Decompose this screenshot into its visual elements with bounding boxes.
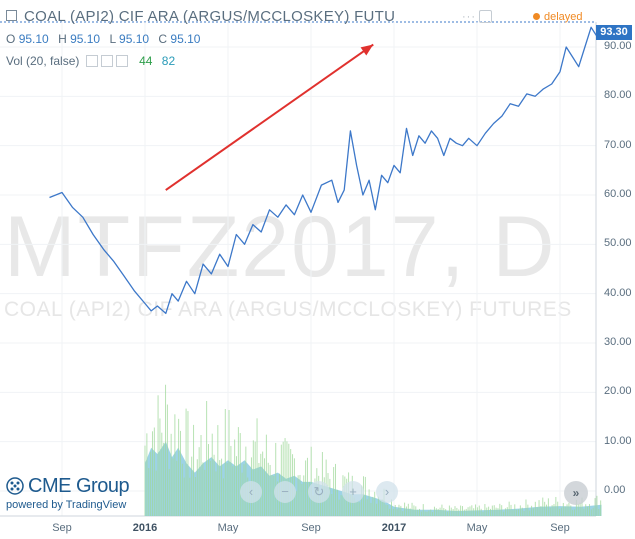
- x-tick-label: Sep: [550, 522, 570, 534]
- open-label: O: [6, 32, 16, 46]
- symbol-title[interactable]: COAL (API2) CIF ARA (ARGUS/MCCLOSKEY) FU…: [6, 8, 395, 25]
- trend-arrow-head-icon: [360, 44, 374, 56]
- delayed-status: delayed: [533, 11, 583, 23]
- scroll-right-button[interactable]: ›: [376, 481, 398, 503]
- high-value: 95.10: [70, 32, 101, 46]
- x-tick-label: Sep: [52, 522, 72, 534]
- more-options-icon[interactable]: ···: [462, 11, 476, 23]
- x-tick-label: 2017: [381, 522, 407, 534]
- y-tick-label: 0.00: [604, 484, 626, 496]
- close-value: 95.10: [170, 32, 201, 46]
- volume-legend: Vol (20, false) 44 82: [6, 54, 175, 68]
- close-icon[interactable]: [115, 54, 128, 67]
- low-label: L: [109, 32, 116, 46]
- volume-value-2: 82: [161, 54, 176, 68]
- price-series-line: [49, 26, 603, 315]
- scroll-to-realtime-button[interactable]: »: [564, 481, 588, 505]
- brand-name: CME Group: [28, 475, 130, 497]
- last-price-tag: 93.30: [596, 25, 632, 40]
- x-tick-label: May: [466, 522, 488, 534]
- high-label: H: [58, 32, 67, 46]
- y-tick-label: 60.00: [604, 188, 632, 200]
- x-tick-label: 2016: [132, 522, 158, 534]
- ohlc-legend: O 95.10 H 95.10 L 95.10 C 95.10: [6, 32, 206, 46]
- zoom-out-button[interactable]: −: [274, 481, 296, 503]
- y-tick-label: 50.00: [604, 237, 632, 250]
- y-tick-label: 20.00: [604, 385, 632, 398]
- collapse-icon[interactable]: [6, 9, 17, 21]
- powered-by: powered by TradingView: [6, 499, 127, 511]
- y-tick-label: 90.00: [604, 40, 632, 52]
- close-label: C: [158, 32, 168, 46]
- status-dot-icon: [533, 12, 540, 20]
- y-tick-label: 80.00: [604, 89, 632, 102]
- reset-chart-button[interactable]: ↻: [308, 481, 330, 503]
- delayed-status-text: delayed: [544, 11, 583, 23]
- x-tick-label: May: [217, 522, 239, 534]
- zoom-in-button[interactable]: +: [342, 481, 364, 503]
- y-tick-label: 10.00: [604, 434, 632, 447]
- volume-label: Vol (20, false): [6, 54, 80, 68]
- y-tick-label: 40.00: [604, 286, 632, 299]
- volume-value-1: 44: [139, 54, 153, 68]
- eye-icon[interactable]: [85, 54, 98, 67]
- chart-header: COAL (API2) CIF ARA (ARGUS/MCCLOSKEY) FU…: [0, 0, 635, 25]
- y-tick-label: 70.00: [604, 138, 632, 151]
- x-tick-label: Sep: [301, 522, 321, 534]
- settings-icon[interactable]: [479, 10, 492, 23]
- y-tick-label: 30.00: [604, 336, 632, 348]
- gear-icon[interactable]: [100, 54, 113, 67]
- open-value: 95.10: [18, 32, 49, 46]
- globe-icon: [6, 477, 24, 495]
- low-value: 95.10: [119, 32, 150, 46]
- symbol-title-text: COAL (API2) CIF ARA (ARGUS/MCCLOSKEY) FU…: [24, 8, 396, 25]
- scroll-left-button[interactable]: ‹: [240, 481, 262, 503]
- trend-arrow-line: [165, 43, 374, 191]
